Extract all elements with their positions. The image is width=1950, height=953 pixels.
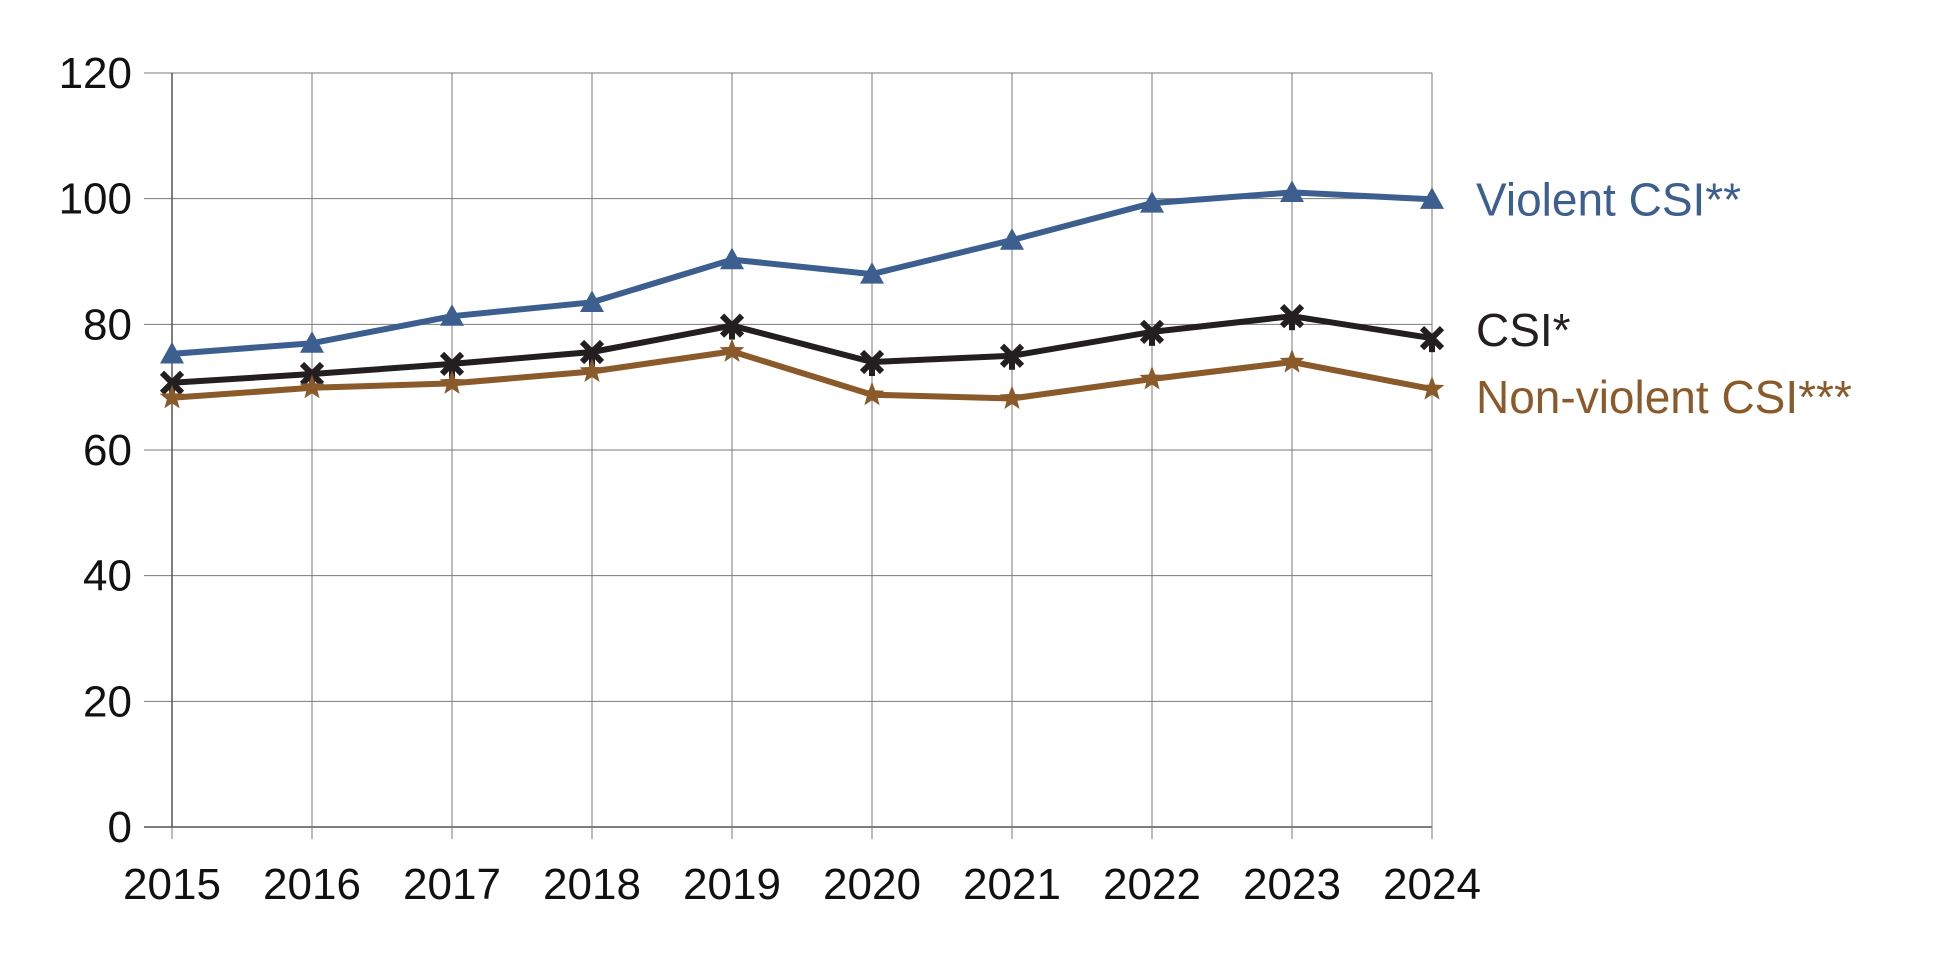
- y-axis-ticks: 0 20 40 60 80 100 120: [59, 49, 132, 852]
- data-point: [1139, 366, 1165, 390]
- series-label: Non-violent CSI***: [1476, 371, 1852, 423]
- data-point: [440, 304, 464, 326]
- series-label: CSI*: [1476, 304, 1571, 356]
- series-1: [159, 304, 1445, 397]
- data-point: [720, 247, 744, 270]
- x-tick-label: 2024: [1383, 860, 1481, 909]
- x-tick-label: 2016: [263, 860, 361, 909]
- data-point: [1419, 376, 1445, 400]
- data-point: [1279, 349, 1305, 373]
- series-line: [171, 189, 1433, 357]
- x-tick-label: 2015: [123, 860, 221, 909]
- grid: [144, 72, 1433, 839]
- y-tick-label: 60: [83, 426, 132, 475]
- y-tick-label: 120: [59, 49, 132, 98]
- data-point: [1419, 326, 1445, 353]
- series: [159, 180, 1445, 409]
- x-tick-label: 2017: [403, 860, 501, 909]
- data-point: [1280, 180, 1304, 202]
- data-point: [160, 341, 184, 364]
- y-tick-label: 0: [108, 803, 132, 852]
- y-tick-label: 100: [59, 175, 132, 224]
- data-point: [159, 384, 185, 409]
- x-axis-ticks: 2015 2016 2017 2018 2019 2020 2021 2022 2023 2024: [123, 860, 1481, 909]
- x-tick-label: 2021: [963, 860, 1061, 909]
- series-2: [159, 338, 1445, 409]
- x-tick-label: 2022: [1103, 860, 1201, 909]
- y-tick-label: 40: [83, 552, 132, 601]
- data-point: [1420, 187, 1444, 209]
- data-point: [580, 290, 604, 312]
- y-tick-label: 20: [83, 677, 132, 726]
- data-point: [1000, 228, 1024, 250]
- series-label: Violent CSI**: [1476, 173, 1741, 225]
- y-tick-label: 80: [83, 300, 132, 349]
- data-point: [1279, 304, 1305, 331]
- data-point: [1140, 191, 1164, 213]
- data-point: [300, 331, 324, 353]
- x-tick-label: 2020: [823, 860, 921, 909]
- data-point: [439, 370, 465, 394]
- data-point: [859, 349, 885, 377]
- data-point: [860, 262, 884, 284]
- series-line: [171, 348, 1433, 402]
- data-point: [999, 385, 1025, 409]
- series-line: [171, 313, 1433, 386]
- data-point: [999, 343, 1025, 370]
- series-labels: Violent CSI** CSI* Non-violent CSI***: [1476, 173, 1852, 423]
- data-point: [719, 338, 745, 362]
- data-point: [719, 313, 745, 340]
- data-point: [1139, 319, 1165, 346]
- x-tick-label: 2019: [683, 860, 781, 909]
- x-tick-label: 2018: [543, 860, 641, 909]
- x-tick-label: 2023: [1243, 860, 1341, 909]
- data-point: [579, 358, 605, 382]
- series-0: [160, 180, 1444, 364]
- data-point: [299, 374, 325, 399]
- data-point: [859, 381, 885, 406]
